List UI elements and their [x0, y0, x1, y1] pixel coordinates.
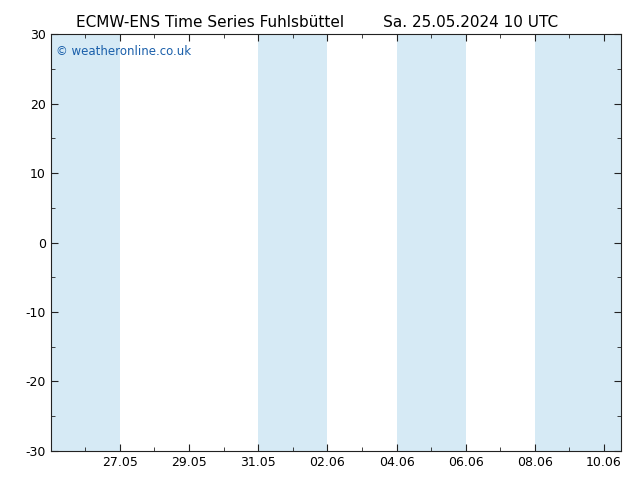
- Bar: [51, 34, 120, 451]
- Bar: [535, 34, 604, 451]
- Bar: [258, 34, 327, 451]
- Bar: [604, 34, 621, 451]
- Bar: [396, 34, 466, 451]
- Text: © weatheronline.co.uk: © weatheronline.co.uk: [56, 45, 191, 58]
- Text: ECMW-ENS Time Series Fuhlsbüttel        Sa. 25.05.2024 10 UTC: ECMW-ENS Time Series Fuhlsbüttel Sa. 25.…: [76, 15, 558, 30]
